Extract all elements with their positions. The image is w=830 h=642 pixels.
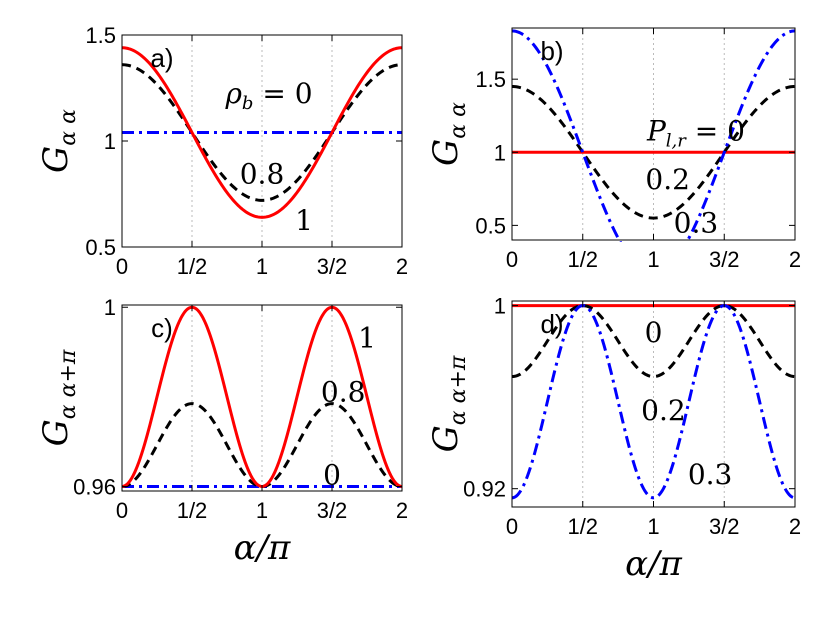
x-tick-label: 1/2 xyxy=(177,254,208,279)
x-tick-label: 1 xyxy=(647,514,659,539)
y-tick-label: 1 xyxy=(494,140,506,165)
x-tick-label: 3/2 xyxy=(317,498,348,523)
panel-c: 0 1/2 1 3/2 2 0.96 1 c) Gα α+π α/π 1 0.8 0 xyxy=(36,295,408,568)
x-tick-label: 1 xyxy=(256,498,268,523)
curve-label: 0.3 xyxy=(688,458,733,491)
x-tick-label: 3/2 xyxy=(317,254,348,279)
curve-label: 1 xyxy=(295,204,313,237)
curve-label-part: P xyxy=(646,115,667,148)
x-tick-label: 1 xyxy=(647,247,659,272)
x-tick-label: 0 xyxy=(116,498,128,523)
y-axis-label-main: G xyxy=(36,419,76,446)
x-tick-label: 1/2 xyxy=(177,498,208,523)
curve-label: 0.2 xyxy=(641,394,686,427)
y-tick-label: 1.5 xyxy=(475,67,506,92)
x-tick-label: 2 xyxy=(789,247,801,272)
y-axis-label: Gα α+π xyxy=(426,355,471,452)
y-axis-label-sub: α α xyxy=(446,102,471,139)
y-tick-label: 1 xyxy=(494,294,506,319)
x-tick-label: 1/2 xyxy=(567,514,598,539)
series-line-1 xyxy=(121,46,403,219)
y-tick-label: 1 xyxy=(104,295,116,320)
y-axis-label-main: G xyxy=(426,425,466,452)
x-tick-label: 2 xyxy=(789,514,801,539)
curve-label: 1 xyxy=(358,322,376,355)
panel-d: 0 1/2 1 3/2 2 0.92 1 d) Gα α+π α/π 0 0.20.3 xyxy=(426,294,801,584)
y-tick-label: 0.92 xyxy=(463,477,506,502)
panel-label: b) xyxy=(540,36,563,66)
x-tick-label: 1 xyxy=(256,254,268,279)
y-axis-label-sub: α α xyxy=(56,109,81,146)
y-axis-label-sub: α α+π xyxy=(56,349,81,419)
curve-label-part: ρ xyxy=(224,77,242,110)
y-tick-label: 1 xyxy=(104,129,116,154)
curve-label-part: = 0 xyxy=(686,115,745,148)
curve-label-part: l,r xyxy=(666,131,687,152)
y-axis-label-main: G xyxy=(426,139,466,166)
y-tick-label: 1.5 xyxy=(85,23,116,48)
panel-label: d) xyxy=(540,309,563,339)
y-axis-label: Gα α+π xyxy=(36,349,81,446)
curve-label: 0.2 xyxy=(645,163,690,196)
series-line-0.8 xyxy=(121,63,403,202)
curve-label: 0.8 xyxy=(240,157,285,190)
curve-label-part: b xyxy=(242,93,254,114)
x-axis-label: α/π xyxy=(625,544,682,584)
x-tick-label: 3/2 xyxy=(709,247,740,272)
y-axis-label: Gα α xyxy=(36,109,81,173)
curve-label: 0.3 xyxy=(674,207,719,240)
curve-label: 0 xyxy=(645,316,663,349)
x-tick-label: 0 xyxy=(506,514,518,539)
x-tick-label: 3/2 xyxy=(709,514,740,539)
curve-label: 0 xyxy=(323,458,341,491)
curve-label: Pl,r = 0 xyxy=(646,115,745,152)
curve-label-part: = 0 xyxy=(253,77,312,110)
series-line-0.8 xyxy=(121,402,403,489)
curve-label: 0.8 xyxy=(321,375,366,408)
y-axis-label-main: G xyxy=(36,146,76,173)
x-axis-label: α/π xyxy=(234,528,291,568)
x-tick-label: 0 xyxy=(506,247,518,272)
panel-b: 0 1/2 1 3/2 2 0.5 1 1.5 b) Gα α Pl,r = 0 0.2 0.3 xyxy=(426,27,801,272)
series-line-0.2 xyxy=(511,84,796,220)
x-tick-label: 0 xyxy=(116,254,128,279)
panel-a: 0 1/2 1 3/2 20.511.5a)Gα αρb = 00.81 xyxy=(36,23,408,279)
curve-label: ρb = 0 xyxy=(224,77,312,114)
y-axis-label-sub: α α+π xyxy=(446,355,471,425)
panel-label: a) xyxy=(150,43,173,73)
y-axis-label: Gα α xyxy=(426,102,471,166)
x-tick-label: 2 xyxy=(396,254,408,279)
series-line-0.3 xyxy=(511,304,796,500)
x-tick-label: 2 xyxy=(396,498,408,523)
y-tick-label: 0.96 xyxy=(73,475,116,500)
y-tick-label: 0.5 xyxy=(85,235,116,260)
x-tick-label: 1/2 xyxy=(567,247,598,272)
panel-label: c) xyxy=(151,313,173,343)
y-tick-label: 0.5 xyxy=(475,213,506,238)
series-line-0.3 xyxy=(511,29,796,242)
